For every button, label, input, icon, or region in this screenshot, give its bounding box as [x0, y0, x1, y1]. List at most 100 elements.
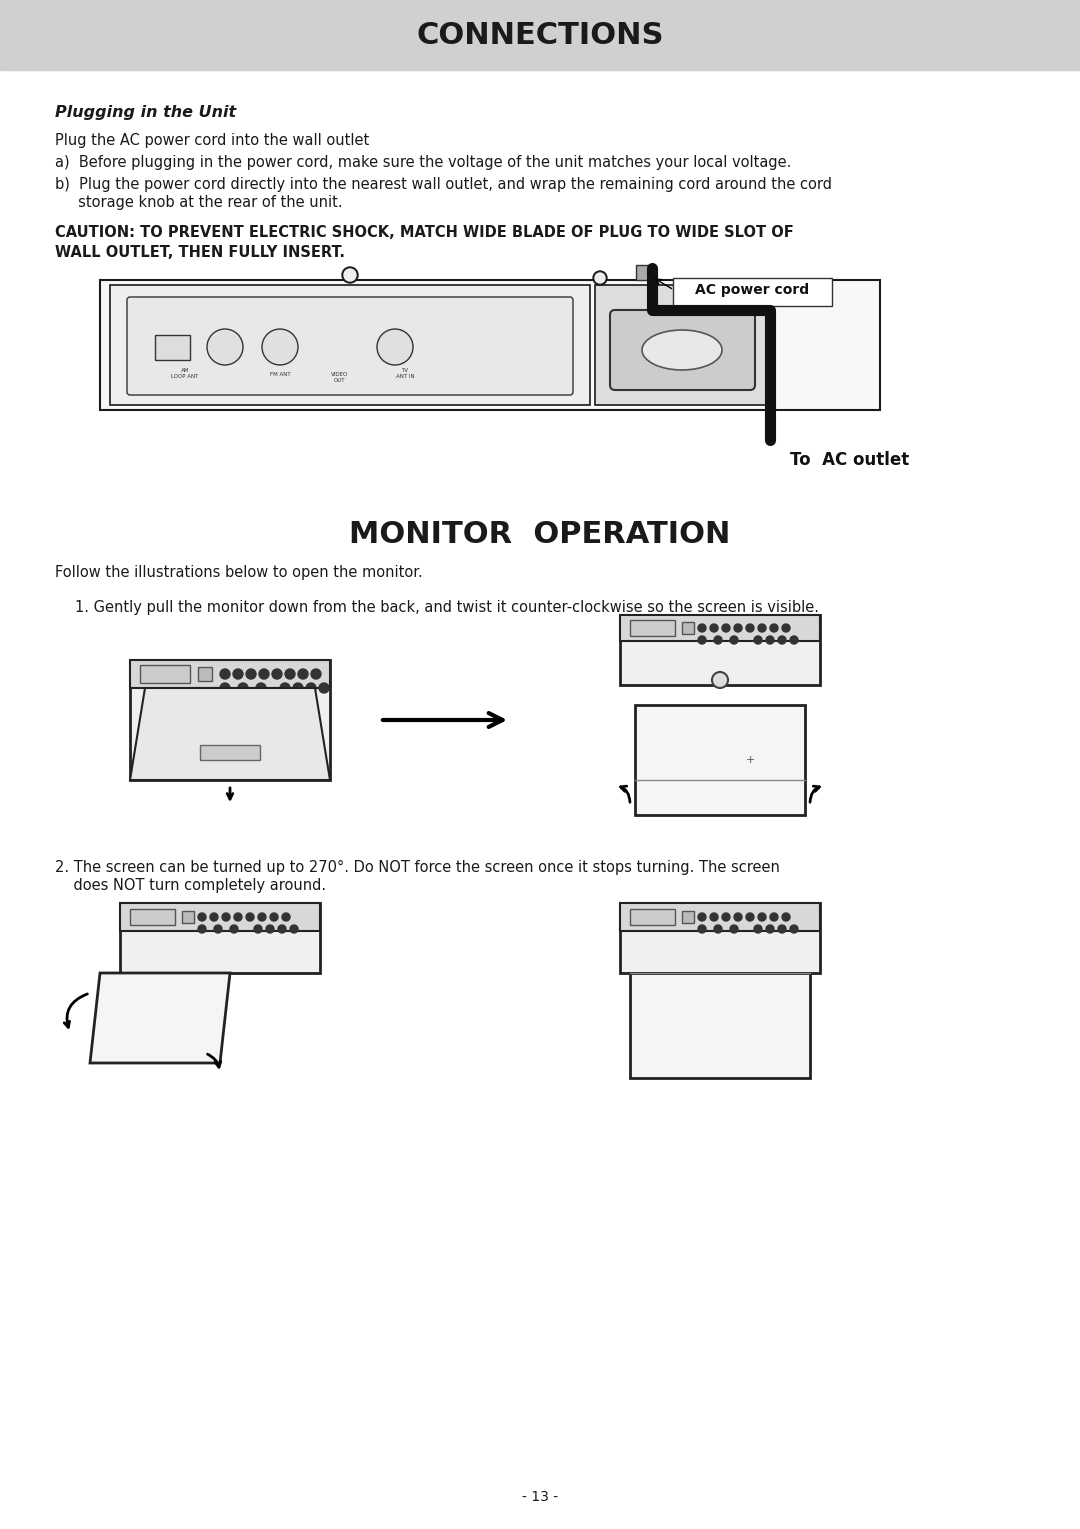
- Circle shape: [782, 913, 789, 920]
- Circle shape: [278, 925, 286, 933]
- Bar: [636, 265, 654, 280]
- Circle shape: [282, 913, 291, 920]
- Circle shape: [723, 624, 730, 631]
- Bar: [130, 910, 175, 925]
- Text: b)  Plug the power cord directly into the nearest wall outlet, and wrap the rema: b) Plug the power cord directly into the…: [55, 177, 832, 193]
- Text: a)  Before plugging in the power cord, make sure the voltage of the unit matches: a) Before plugging in the power cord, ma…: [55, 154, 792, 170]
- Circle shape: [698, 624, 706, 631]
- Circle shape: [230, 925, 238, 933]
- Circle shape: [698, 913, 706, 920]
- Circle shape: [758, 913, 766, 920]
- Circle shape: [698, 636, 706, 644]
- Circle shape: [198, 925, 206, 933]
- Bar: [110, 284, 590, 405]
- Circle shape: [770, 624, 778, 631]
- Circle shape: [782, 624, 789, 631]
- Circle shape: [266, 925, 274, 933]
- Circle shape: [593, 271, 607, 284]
- Text: - 13 -: - 13 -: [522, 1489, 558, 1505]
- Text: WALL OUTLET, THEN FULLY INSERT.: WALL OUTLET, THEN FULLY INSERT.: [55, 245, 345, 260]
- Circle shape: [377, 329, 413, 365]
- Circle shape: [256, 683, 266, 693]
- Bar: [120, 904, 320, 931]
- Circle shape: [714, 636, 723, 644]
- Text: CONNECTIONS: CONNECTIONS: [416, 20, 664, 49]
- Circle shape: [789, 636, 798, 644]
- Text: +: +: [745, 755, 755, 764]
- Circle shape: [345, 269, 356, 281]
- Circle shape: [238, 683, 248, 693]
- Bar: [130, 661, 330, 780]
- Text: AM
LOOP ANT: AM LOOP ANT: [172, 368, 199, 379]
- Bar: [620, 904, 820, 931]
- Circle shape: [272, 670, 282, 679]
- Bar: [630, 619, 675, 636]
- Polygon shape: [90, 972, 230, 1063]
- Circle shape: [723, 913, 730, 920]
- Text: 1. Gently pull the monitor down from the back, and twist it counter-clockwise so: 1. Gently pull the monitor down from the…: [75, 599, 819, 615]
- Bar: [681, 622, 694, 635]
- Circle shape: [210, 913, 218, 920]
- Bar: [130, 661, 330, 688]
- Circle shape: [595, 274, 605, 283]
- Text: CAUTION: TO PREVENT ELECTRIC SHOCK, MATCH WIDE BLADE OF PLUG TO WIDE SLOT OF: CAUTION: TO PREVENT ELECTRIC SHOCK, MATC…: [55, 225, 794, 240]
- Circle shape: [710, 624, 718, 631]
- Circle shape: [734, 624, 742, 631]
- Text: TV
ANT IN: TV ANT IN: [395, 368, 415, 379]
- Bar: [120, 904, 320, 972]
- Circle shape: [233, 670, 243, 679]
- Circle shape: [342, 268, 357, 283]
- Bar: [595, 284, 770, 405]
- Circle shape: [734, 913, 742, 920]
- Bar: [198, 667, 212, 680]
- Circle shape: [298, 670, 308, 679]
- Circle shape: [220, 670, 230, 679]
- Circle shape: [712, 673, 728, 688]
- Circle shape: [234, 913, 242, 920]
- FancyArrow shape: [384, 994, 528, 1032]
- Circle shape: [285, 670, 295, 679]
- Circle shape: [258, 913, 266, 920]
- Bar: [0, 0, 1080, 70]
- Circle shape: [730, 636, 738, 644]
- Circle shape: [291, 925, 298, 933]
- Circle shape: [766, 925, 774, 933]
- Bar: [156, 335, 190, 359]
- Circle shape: [306, 683, 316, 693]
- Circle shape: [754, 636, 762, 644]
- Text: 2. The screen can be turned up to 270°. Do NOT force the screen once it stops tu: 2. The screen can be turned up to 270°. …: [55, 859, 780, 875]
- Circle shape: [754, 925, 762, 933]
- Text: AC power cord: AC power cord: [694, 283, 809, 297]
- Bar: [183, 911, 194, 924]
- Circle shape: [778, 636, 786, 644]
- Circle shape: [214, 925, 222, 933]
- Circle shape: [220, 683, 230, 693]
- Circle shape: [789, 925, 798, 933]
- Circle shape: [746, 624, 754, 631]
- Circle shape: [766, 636, 774, 644]
- FancyBboxPatch shape: [673, 278, 832, 306]
- Circle shape: [710, 913, 718, 920]
- Bar: [200, 745, 260, 760]
- Circle shape: [293, 683, 303, 693]
- Bar: [620, 615, 820, 641]
- Circle shape: [254, 925, 262, 933]
- Circle shape: [262, 329, 298, 365]
- Text: VIDEO
OUT: VIDEO OUT: [332, 372, 349, 382]
- FancyArrow shape: [384, 700, 528, 739]
- Circle shape: [246, 670, 256, 679]
- Text: To  AC outlet: To AC outlet: [789, 451, 909, 469]
- FancyBboxPatch shape: [127, 297, 573, 394]
- Bar: [635, 705, 805, 815]
- Circle shape: [246, 913, 254, 920]
- Bar: [140, 665, 190, 683]
- Bar: [620, 615, 820, 685]
- Circle shape: [319, 683, 329, 693]
- Circle shape: [770, 913, 778, 920]
- Text: FM ANT: FM ANT: [270, 372, 291, 378]
- Text: does NOT turn completely around.: does NOT turn completely around.: [55, 878, 326, 893]
- Text: Plugging in the Unit: Plugging in the Unit: [55, 106, 237, 119]
- Circle shape: [222, 913, 230, 920]
- Circle shape: [714, 925, 723, 933]
- Text: Follow the illustrations below to open the monitor.: Follow the illustrations below to open t…: [55, 566, 422, 579]
